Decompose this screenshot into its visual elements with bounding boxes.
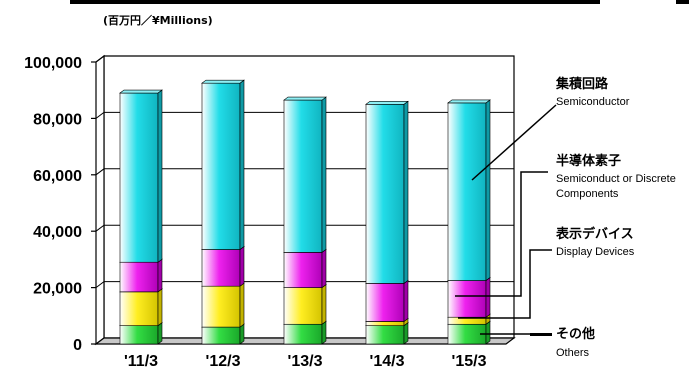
bar-segment <box>447 102 487 281</box>
bar-segment <box>283 99 323 253</box>
annotation-semiconductor-en: Semiconductor <box>556 96 630 108</box>
bar-segment-side <box>239 79 245 251</box>
annotation-discrete-en2: Components <box>556 188 619 200</box>
top-rule-right <box>676 0 689 4</box>
annotation-discrete: 半導体素子 Semiconduct or Discrete Components <box>455 153 676 297</box>
bar-segment-side <box>403 322 409 345</box>
annotation-others: その他 Others <box>480 326 595 359</box>
bar-segment-side <box>239 323 245 345</box>
bar-segment-side <box>157 258 163 293</box>
bar-segment-side <box>485 276 491 318</box>
unit-label: (百万円／¥Millions) <box>103 14 213 27</box>
annotation-others-en: Others <box>556 347 590 359</box>
bar-segment-side <box>403 279 409 323</box>
bar-segment-side <box>485 99 491 282</box>
bar-segment-side <box>403 100 409 284</box>
bar-segment <box>119 261 159 293</box>
bar-segment-side <box>321 284 327 325</box>
y-axis-ticks: 0 20,000 40,000 60,000 80,000 100,000 <box>24 55 96 354</box>
annotation-discrete-en: Semiconduct or Discrete <box>556 173 676 185</box>
bar-segment <box>119 325 159 345</box>
y-tick-label: 20,000 <box>33 281 82 298</box>
bar-segment-top <box>365 101 409 105</box>
y-tick-label: 40,000 <box>33 224 82 241</box>
y-tick-label: 80,000 <box>33 111 82 128</box>
bar-segment-side <box>239 282 245 328</box>
bar-segment <box>201 82 241 250</box>
bar-segment <box>119 92 159 263</box>
bar-segment <box>283 287 323 325</box>
bar-segment <box>365 321 405 326</box>
callout-line-discrete <box>455 171 548 297</box>
bar-segment-top <box>119 89 163 94</box>
bar-segment-side <box>321 320 327 345</box>
annotation-display: 表示デバイス Display Devices <box>458 226 635 319</box>
x-tick-label: '12/3 <box>206 353 241 370</box>
bar-segment <box>365 104 405 284</box>
bar-segment-top <box>283 96 327 101</box>
annotation-discrete-jp: 半導体素子 <box>556 153 621 169</box>
callout-mark-others <box>530 333 552 336</box>
gridline <box>95 55 514 63</box>
bar-segment-side <box>157 322 163 345</box>
bar-segment <box>365 325 405 345</box>
annotation-display-en: Display Devices <box>556 246 635 258</box>
bar-segment-top <box>201 79 245 84</box>
y-tick-label: 0 <box>73 337 82 354</box>
bar-segment <box>283 252 323 288</box>
annotation-others-jp: その他 <box>556 326 595 342</box>
bar-segment-top <box>447 99 491 104</box>
y-tick-label: 100,000 <box>24 55 82 72</box>
x-tick-label: '14/3 <box>370 353 405 370</box>
annotation-semiconductor: 集積回路 Semiconductor <box>471 76 630 181</box>
bar-segment <box>283 323 323 345</box>
callout-line-semiconductor <box>471 104 557 181</box>
x-tick-label: '11/3 <box>124 353 158 370</box>
bar-segment-side <box>157 288 163 327</box>
plot-left-wall <box>95 54 105 346</box>
x-tick-label: '13/3 <box>288 353 323 370</box>
bar-segment-side <box>239 245 245 287</box>
bar-segment-side <box>485 320 491 345</box>
x-tick-label: '15/3 <box>452 353 487 370</box>
callout-line-display <box>458 249 552 319</box>
bar-segment <box>119 291 159 326</box>
bars <box>119 79 491 345</box>
annotation-display-jp: 表示デバイス <box>555 226 634 242</box>
bar-segment <box>365 283 405 322</box>
bar-segment-side <box>321 96 327 253</box>
bar-segment <box>201 285 241 328</box>
top-rule <box>70 0 600 4</box>
bar-segment <box>201 249 241 287</box>
x-axis-ticks: '11/3 '12/3 '13/3 '14/3 '15/3 <box>124 353 487 370</box>
y-tick-label: 60,000 <box>33 168 82 185</box>
annotation-semiconductor-jp: 集積回路 <box>555 76 609 92</box>
bar-segment <box>201 326 241 345</box>
bar-segment-side <box>321 248 327 289</box>
bar-segment-side <box>157 89 163 263</box>
bar-segment <box>447 280 487 318</box>
